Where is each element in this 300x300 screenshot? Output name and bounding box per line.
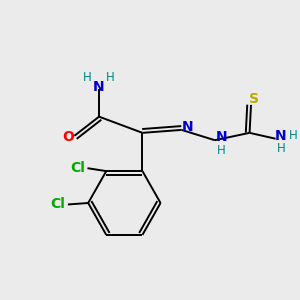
Text: Cl: Cl — [70, 161, 85, 175]
Text: N: N — [93, 80, 105, 94]
Text: Cl: Cl — [50, 197, 65, 212]
Text: H: H — [82, 71, 91, 84]
Text: N: N — [215, 130, 227, 144]
Text: N: N — [182, 120, 194, 134]
Text: H: H — [106, 71, 114, 84]
Text: H: H — [289, 129, 297, 142]
Text: H: H — [217, 144, 226, 157]
Text: S: S — [250, 92, 260, 106]
Text: N: N — [275, 129, 286, 143]
Text: O: O — [62, 130, 74, 144]
Text: H: H — [277, 142, 285, 155]
